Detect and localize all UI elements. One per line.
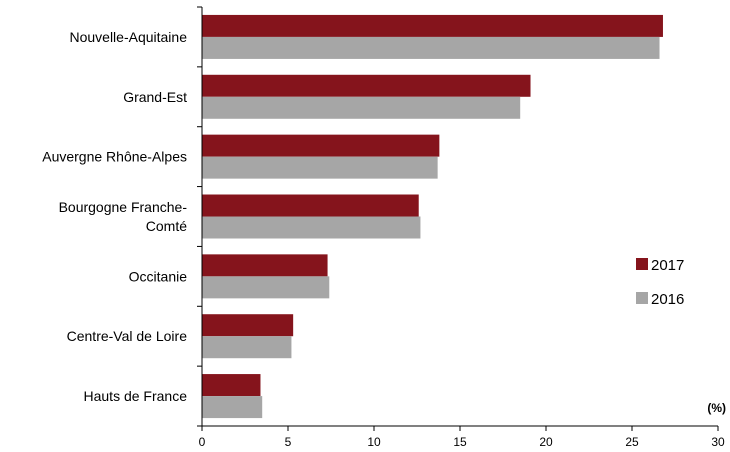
bar-2016-2 [202,156,438,179]
category-label-line: Nouvelle-Aquitaine [69,29,187,45]
bar-2016-3 [202,216,421,239]
bar-2016-5 [202,336,292,359]
category-label: Centre-Val de Loire [67,328,188,344]
x-tick-label: 10 [367,435,381,449]
bar-2016-0 [202,36,660,59]
bar-2017-4 [202,254,328,277]
bar-2016-4 [202,276,330,299]
x-tick-label: 15 [453,435,467,449]
category-label: Nouvelle-Aquitaine [69,29,187,45]
x-tick-label: 5 [285,435,292,449]
x-tick-label: 30 [711,435,725,449]
category-label-line: Grand-Est [123,89,187,105]
legend-swatch-2017 [636,258,648,270]
category-label-line: Centre-Val de Loire [67,328,188,344]
category-label: Bourgogne Franche- Comté [59,199,188,234]
x-axis-ticks: 0 5 10 15 20 25 30 [199,426,725,449]
x-tick-label: 25 [625,435,639,449]
bar-2017-0 [202,14,663,37]
bar-2016-6 [202,396,263,419]
category-label: Occitanie [129,268,188,284]
bars [197,6,663,427]
category-labels: Nouvelle-Aquitaine Grand-Est Auvergne Rhôn… [42,29,187,404]
bar-2017-1 [202,74,531,97]
category-label-line: Occitanie [129,268,188,284]
legend-swatch-2016 [636,292,648,304]
category-label-line: Auvergne Rhône-Alpes [42,149,187,165]
bar-2017-2 [202,134,440,157]
bar-2017-5 [202,314,294,337]
bar-2017-6 [202,374,261,397]
unit-label: (%) [707,401,726,415]
bar-2016-1 [202,96,521,119]
category-label-line: Comté [146,218,187,234]
x-tick-label: 0 [199,435,206,449]
category-label: Auvergne Rhône-Alpes [42,149,187,165]
category-label: Hauts de France [84,388,188,404]
x-tick-label: 20 [539,435,553,449]
bar-2017-3 [202,194,419,217]
legend-label-2016: 2016 [651,291,684,308]
category-label: Grand-Est [123,89,187,105]
legend-label-2017: 2017 [651,257,684,274]
legend: 2017 2016 [636,257,684,308]
category-label-line: Bourgogne Franche- [59,199,188,215]
category-label-line: Hauts de France [84,388,188,404]
